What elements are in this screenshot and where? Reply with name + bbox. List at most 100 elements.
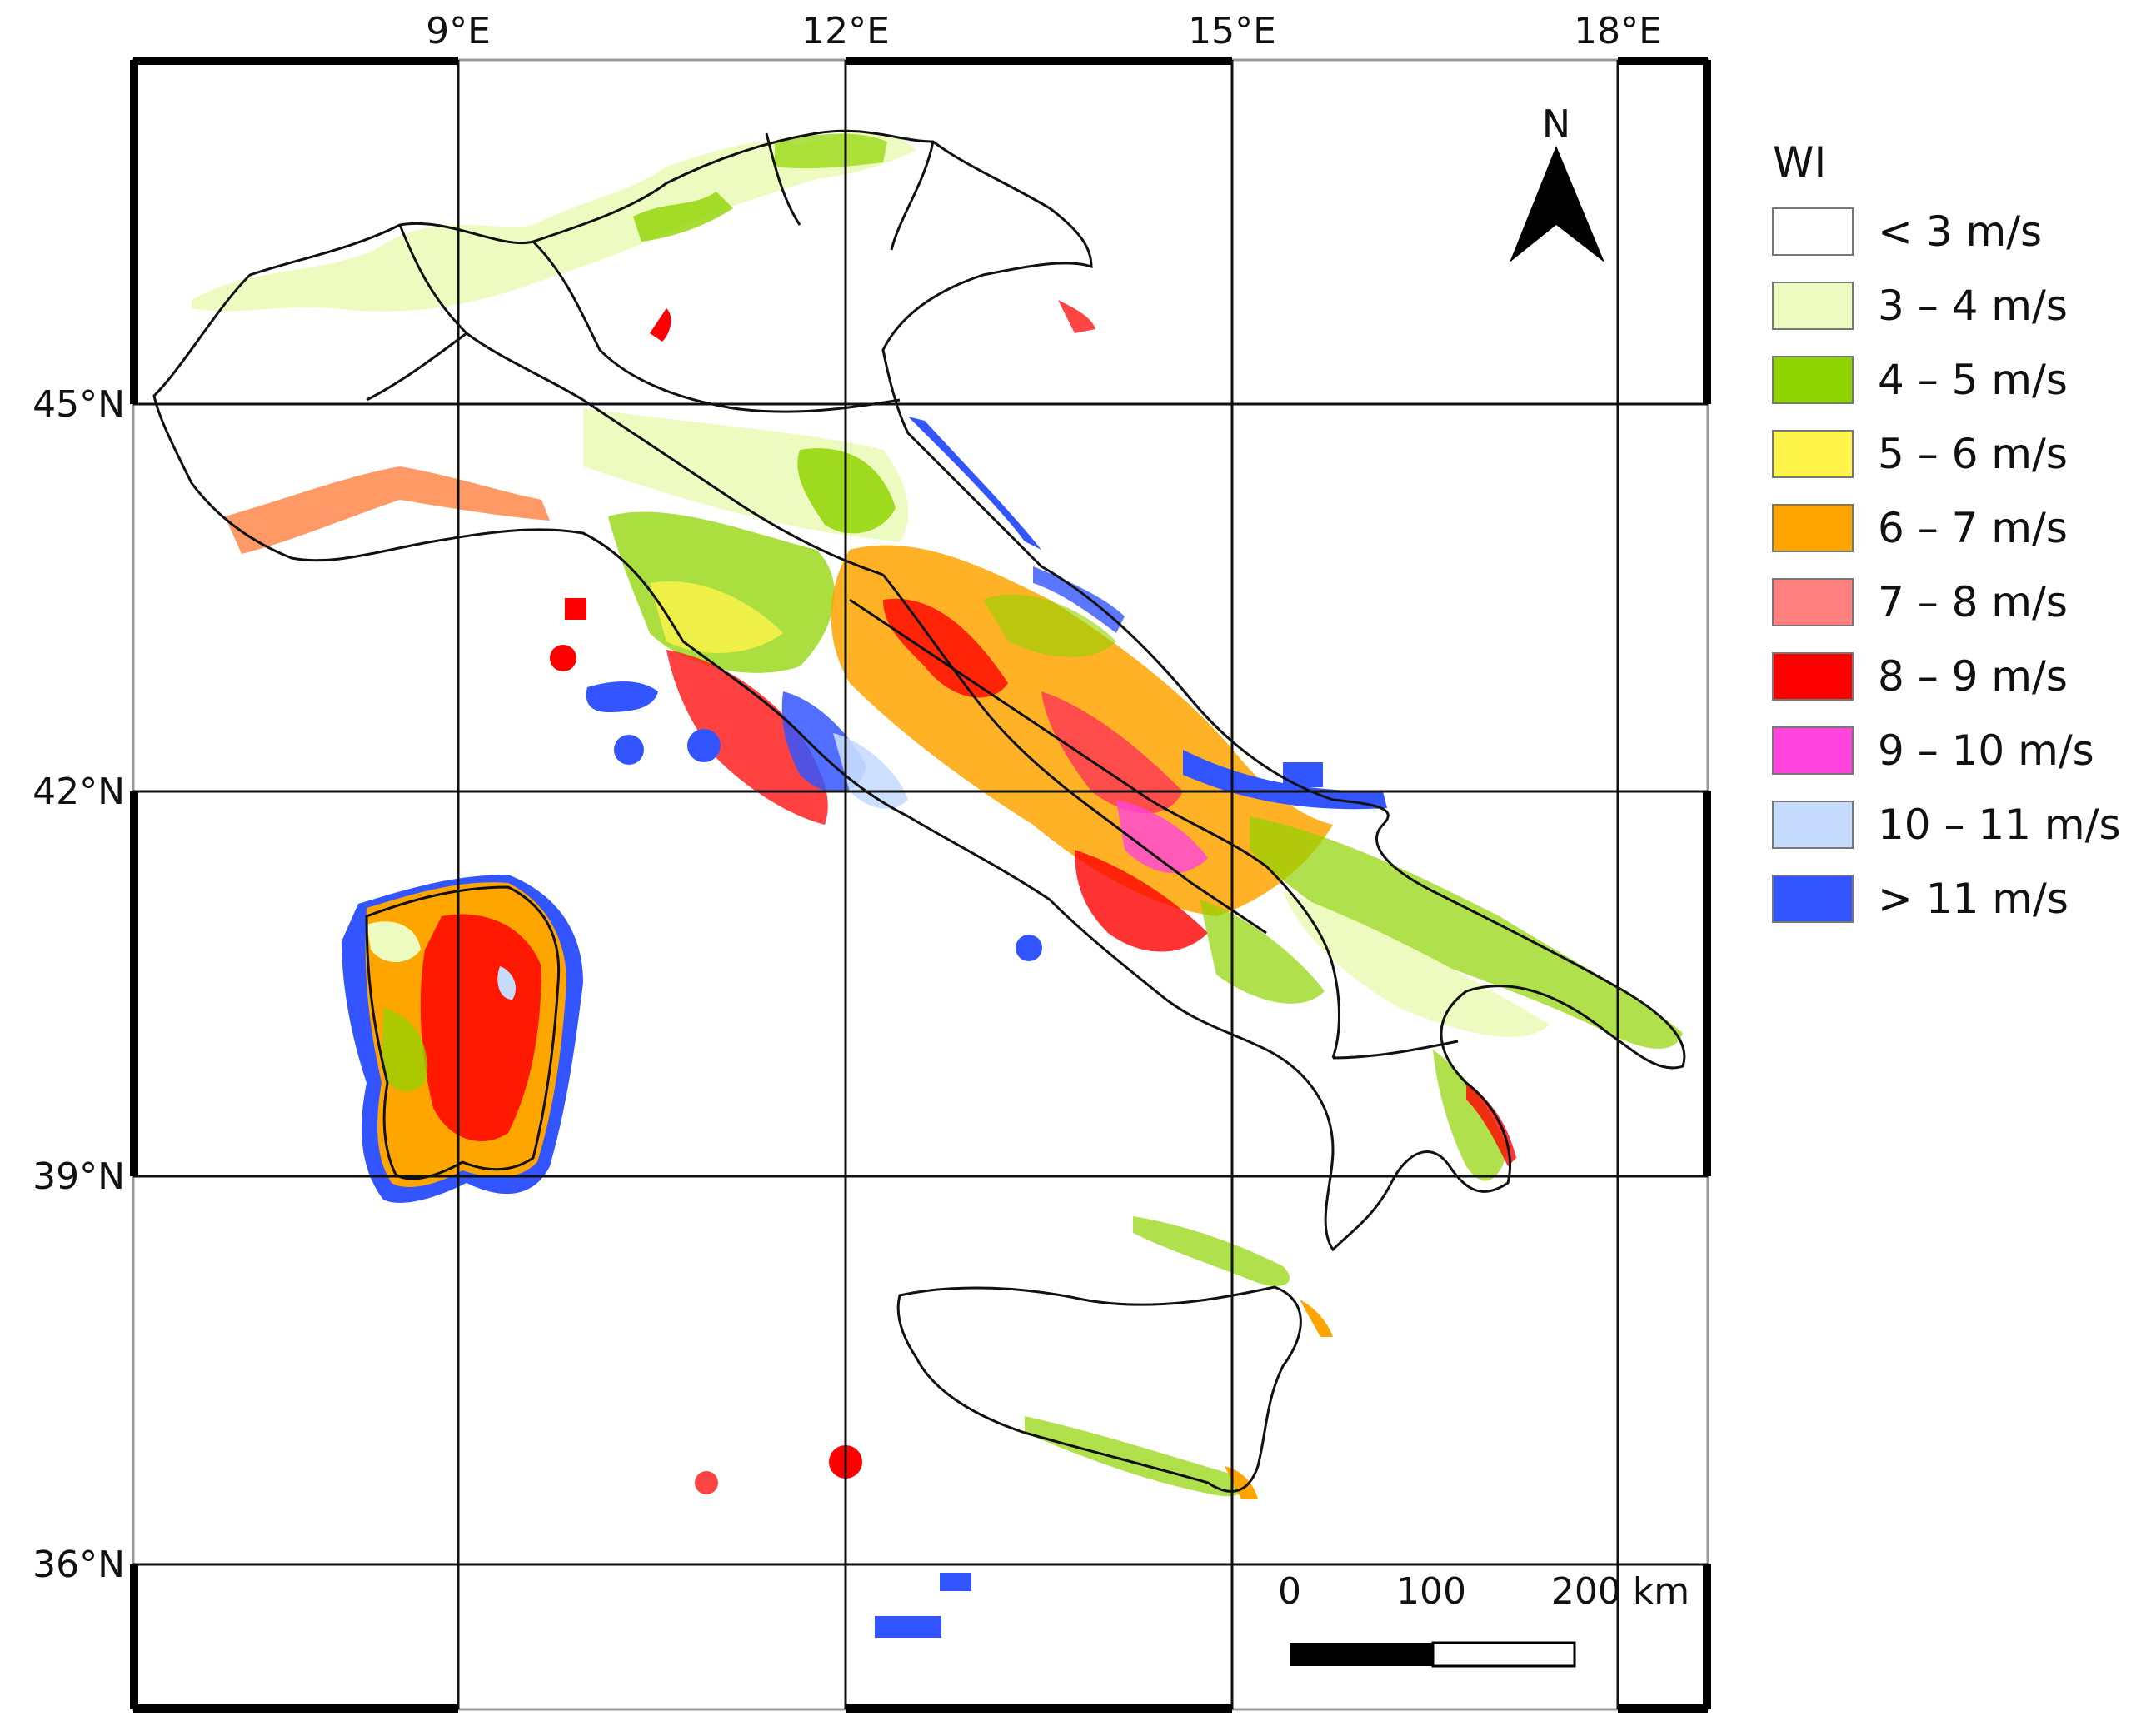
legend-swatch-6 bbox=[1772, 652, 1854, 701]
legend-swatch-8 bbox=[1772, 801, 1854, 849]
frame-bottom-2 bbox=[846, 1704, 1232, 1713]
italy-outline bbox=[152, 129, 1686, 1252]
frame-border bbox=[130, 57, 1711, 1713]
calabria-red bbox=[1466, 1083, 1516, 1166]
liguria-coast bbox=[225, 466, 550, 554]
frame-right-2 bbox=[1703, 791, 1711, 1176]
legend-swatch-5 bbox=[1772, 578, 1854, 626]
legend-label-6: 8 – 9 m/s bbox=[1878, 652, 2068, 701]
sicily-north-green bbox=[1133, 1216, 1290, 1286]
sardinia-light-nw bbox=[367, 921, 421, 962]
legend: WI < 3 m/s 3 – 4 m/s 4 – 5 m/s 5 – 6 m/s 6 –… bbox=[1772, 138, 2121, 923]
puglia-green bbox=[1250, 816, 1683, 1049]
friuli-spot bbox=[1058, 300, 1095, 333]
north-label: N bbox=[1542, 102, 1570, 147]
calabria-green bbox=[1433, 1050, 1508, 1181]
north-arrow-icon bbox=[1510, 146, 1604, 262]
alps-red-spot bbox=[650, 308, 671, 342]
sardinia-green-sw bbox=[382, 1008, 427, 1092]
sardinia-outline bbox=[365, 885, 561, 1180]
border-7 bbox=[999, 698, 1267, 868]
adriatic-blue-centre bbox=[1033, 566, 1125, 633]
apennine-green-patch bbox=[983, 594, 1116, 657]
sicily-outline bbox=[896, 1285, 1302, 1493]
island-elba bbox=[586, 681, 658, 712]
legend-label-2: 4 – 5 m/s bbox=[1878, 356, 2068, 404]
frame-right-1 bbox=[1703, 60, 1711, 404]
scale-label-200: 200 km bbox=[1551, 1570, 1689, 1613]
tick-45n: 45°N bbox=[32, 383, 125, 426]
legend-swatch-4 bbox=[1772, 504, 1854, 552]
sardinia-lightblue bbox=[497, 966, 517, 1000]
legend-label-3: 5 – 6 m/s bbox=[1878, 430, 2068, 478]
legend-swatch-1 bbox=[1772, 282, 1854, 330]
legend-label-1: 3 – 4 m/s bbox=[1878, 282, 2068, 330]
border-5 bbox=[881, 574, 1092, 810]
island-montecristo bbox=[687, 729, 721, 762]
island-lampedusa bbox=[875, 1616, 941, 1638]
legend-swatch-3 bbox=[1772, 430, 1854, 478]
adriatic-blue-north bbox=[908, 417, 1041, 550]
border-10 bbox=[1332, 1040, 1459, 1060]
legend-label-0: < 3 m/s bbox=[1878, 207, 2042, 256]
lazio-red bbox=[666, 650, 828, 825]
scale-label-0: 0 bbox=[1278, 1570, 1301, 1613]
left-tick-labels: 45°N 42°N 39°N 36°N bbox=[32, 383, 125, 1586]
lazio-lightblue bbox=[833, 733, 908, 809]
frame-top-3 bbox=[1618, 57, 1708, 65]
scale-bar-black bbox=[1290, 1643, 1433, 1666]
island-malta bbox=[940, 1573, 971, 1591]
apennine-red-1 bbox=[883, 598, 1008, 698]
tuscany-yellow bbox=[650, 581, 783, 653]
border-11 bbox=[765, 132, 801, 226]
tick-15e: 15°E bbox=[1188, 10, 1276, 52]
alps-green-1 bbox=[633, 192, 733, 242]
tick-18e: 18°E bbox=[1574, 10, 1662, 52]
frame-left-3 bbox=[130, 1564, 138, 1709]
island-capraia bbox=[550, 645, 576, 671]
frame-left-1 bbox=[130, 60, 138, 404]
legend-swatch-0 bbox=[1772, 207, 1854, 256]
adriatic-blue-gargano bbox=[1183, 750, 1387, 810]
apennine-magenta bbox=[1116, 800, 1208, 874]
legend-label-9: > 11 m/s bbox=[1878, 875, 2069, 923]
island-gorgona bbox=[565, 598, 586, 620]
wind-field-layer bbox=[192, 131, 1683, 1638]
scale-label-100: 100 bbox=[1396, 1570, 1466, 1613]
border-9 bbox=[1265, 865, 1340, 1059]
frame-top-2 bbox=[846, 57, 1232, 65]
tick-9e: 9°E bbox=[426, 10, 491, 52]
frame-left-2 bbox=[130, 791, 138, 1176]
campania-red bbox=[1075, 850, 1208, 952]
scale-bar: 0 100 200 km bbox=[1278, 1570, 1689, 1668]
top-tick-labels: 9°E 12°E 15°E 18°E bbox=[426, 10, 1662, 52]
north-arrow: N bbox=[1510, 102, 1604, 262]
legend-label-5: 7 – 8 m/s bbox=[1878, 578, 2068, 626]
legend-swatch-2 bbox=[1772, 356, 1854, 404]
map-frame bbox=[132, 58, 1709, 1711]
sardinia-red-core bbox=[420, 914, 541, 1141]
border-6 bbox=[849, 598, 1001, 701]
legend-label-8: 10 – 11 m/s bbox=[1878, 801, 2121, 849]
legend-label-7: 9 – 10 m/s bbox=[1878, 726, 2094, 775]
legend-label-4: 6 – 7 m/s bbox=[1878, 504, 2068, 552]
scale-bar-white bbox=[1431, 1641, 1576, 1668]
border-8 bbox=[1090, 806, 1267, 935]
graticule bbox=[133, 60, 1708, 1709]
tick-12e: 12°E bbox=[801, 10, 890, 52]
legend-title: WI bbox=[1773, 138, 1826, 187]
border-12 bbox=[890, 141, 935, 251]
frame-bottom-3 bbox=[1618, 1704, 1708, 1713]
puglia-light bbox=[1283, 891, 1550, 1037]
border-13 bbox=[366, 332, 467, 402]
island-pantelleria bbox=[695, 1471, 718, 1494]
sicily-east-orange bbox=[1300, 1300, 1333, 1337]
frame-bottom-1 bbox=[133, 1704, 458, 1713]
border-2 bbox=[532, 240, 734, 410]
island-tremiti bbox=[1283, 762, 1323, 787]
tick-42n: 42°N bbox=[32, 771, 125, 813]
apennine-red-2 bbox=[1041, 691, 1183, 814]
tick-39n: 39°N bbox=[32, 1155, 125, 1198]
border-4 bbox=[582, 398, 884, 576]
